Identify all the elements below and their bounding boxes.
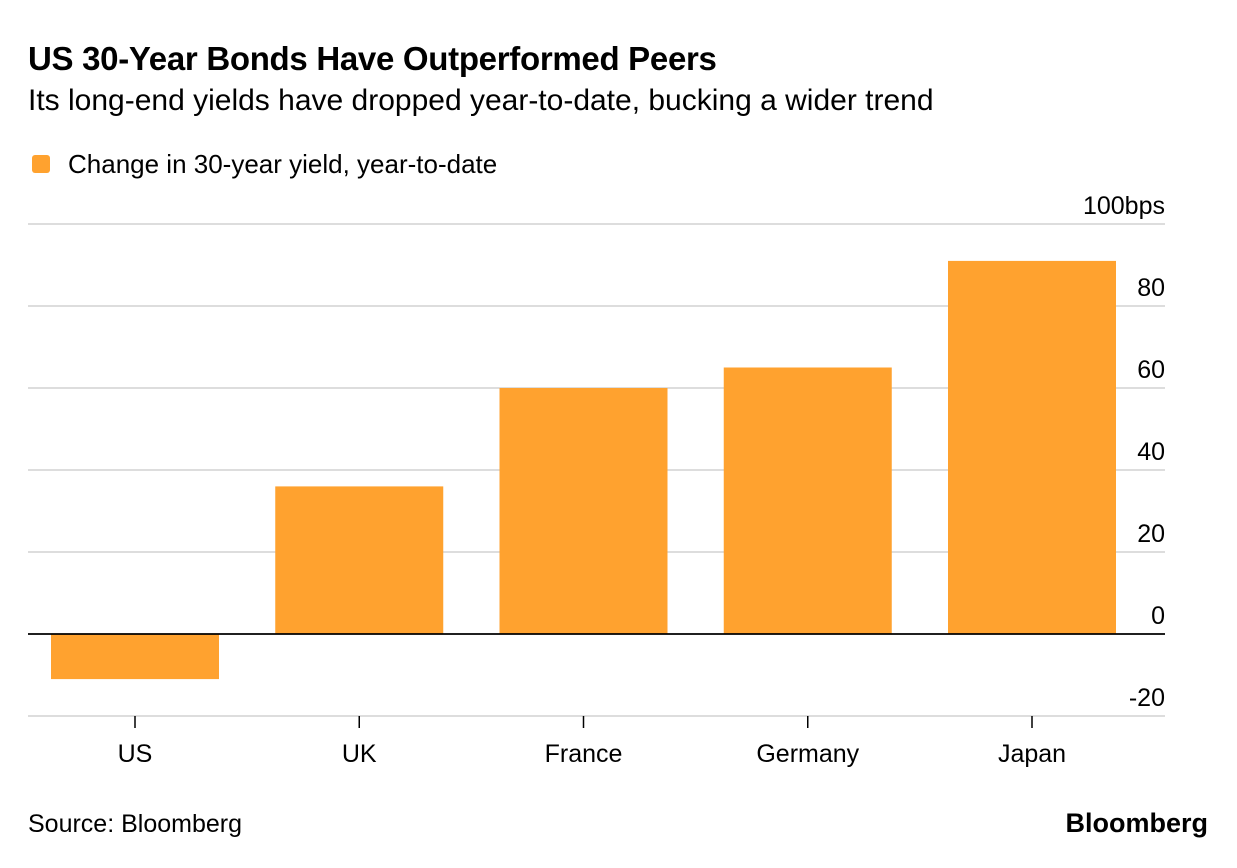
tick-labels: -20 0 20 40 60 80 100bps US UK France Germany Japan bbox=[118, 192, 1165, 768]
source-note: Source: Bloomberg bbox=[28, 810, 243, 838]
bar-france bbox=[499, 388, 668, 634]
y-tick-label: 80 bbox=[1137, 274, 1165, 302]
legend: Change in 30-year yield, year-to-date bbox=[32, 148, 497, 180]
brand-logo: Bloomberg bbox=[1065, 808, 1208, 838]
y-tick-label: -20 bbox=[1129, 684, 1165, 712]
bar-germany bbox=[723, 367, 892, 634]
x-tick-label: France bbox=[545, 740, 623, 768]
y-tick-label: 100bps bbox=[1083, 192, 1165, 220]
y-tick-label: 20 bbox=[1137, 520, 1165, 548]
x-tick-label: Germany bbox=[756, 740, 859, 768]
x-tick-label: UK bbox=[342, 740, 377, 768]
bar-us bbox=[51, 634, 219, 680]
bar-uk bbox=[275, 486, 444, 634]
chart-subtitle: Its long-end yields have dropped year-to… bbox=[28, 84, 934, 117]
y-tick-label: 40 bbox=[1137, 438, 1165, 466]
axes bbox=[28, 633, 1165, 728]
bar-japan bbox=[948, 260, 1116, 634]
legend-label: Change in 30-year yield, year-to-date bbox=[68, 148, 498, 179]
chart-title: US 30-Year Bonds Have Outperformed Peers bbox=[28, 40, 717, 77]
x-tick-label: US bbox=[118, 740, 153, 768]
y-tick-label: 60 bbox=[1137, 356, 1165, 384]
bars bbox=[51, 260, 1116, 680]
x-tick-label: Japan bbox=[998, 740, 1066, 768]
y-tick-label: 0 bbox=[1151, 602, 1165, 630]
legend-swatch bbox=[32, 155, 50, 173]
